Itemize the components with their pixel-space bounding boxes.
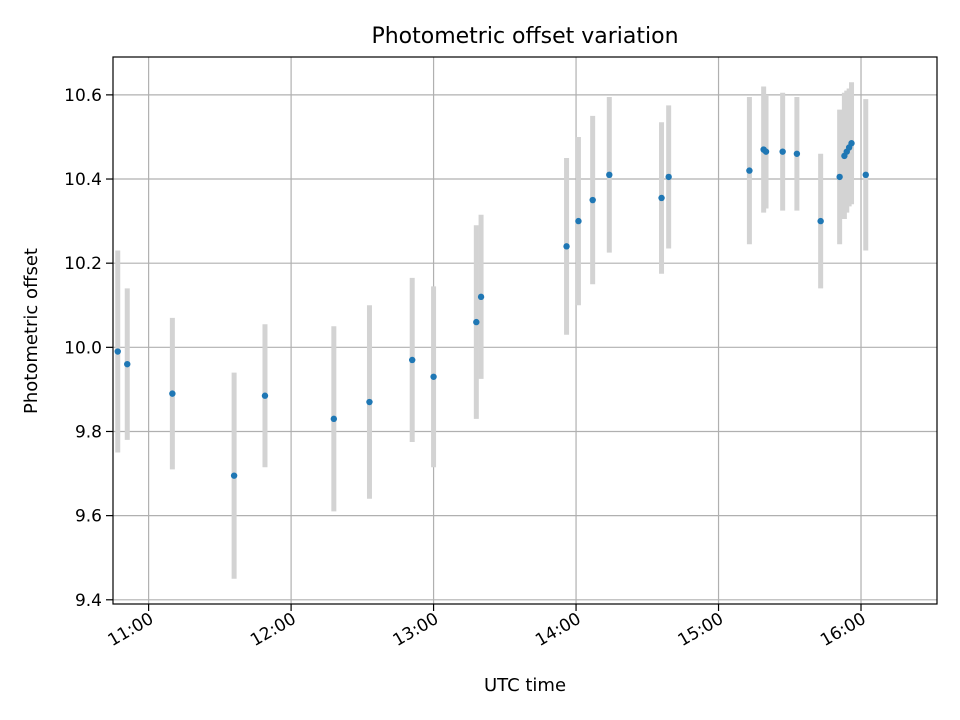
data-point [817,217,824,225]
data-point [606,171,613,179]
y-axis: 9.4 9.6 9.8 10.0 10.2 10.4 10.6 [64,86,113,611]
x-axis-label: UTC time [484,675,566,696]
data-point [575,217,582,225]
data-point [836,173,843,181]
y-tick-label: 9.8 [75,422,102,442]
data-point [430,373,437,380]
y-tick-label: 10.2 [64,254,102,274]
data-point [779,148,786,155]
data-point [848,140,855,147]
data-point [563,243,570,250]
data-point [230,472,238,479]
data-points [114,140,869,479]
data-point [665,173,672,181]
y-tick-label: 9.6 [75,507,102,527]
data-point [477,293,485,301]
chart-title: Photometric offset variation [371,24,678,49]
plot-frame [112,56,938,605]
data-point [793,150,801,157]
y-tick-label: 9.4 [75,591,102,611]
data-point [261,392,269,399]
y-tick-label: 10.6 [64,86,102,106]
data-point [409,356,416,364]
data-point [746,167,753,174]
data-point [762,148,770,155]
data-point [124,360,131,368]
y-tick-label: 10.4 [64,170,102,190]
data-point [473,318,480,326]
data-point [330,415,338,423]
data-point [589,196,596,204]
y-tick-label: 10.0 [64,338,102,358]
data-point [658,194,665,202]
data-point [169,390,176,397]
data-point [862,171,869,179]
data-point [114,348,121,355]
data-point [366,398,373,406]
y-axis-label: Photometric offset [21,248,42,414]
